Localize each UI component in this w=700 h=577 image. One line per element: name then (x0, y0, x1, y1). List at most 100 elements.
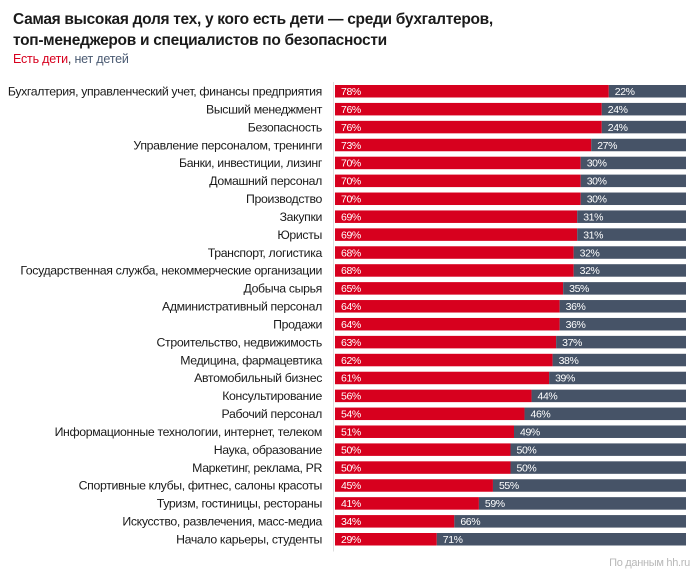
bar-with-children (335, 174, 581, 188)
bar-with-children (335, 210, 578, 223)
bar-without-children (601, 102, 686, 116)
value-label-without-children: 50% (517, 444, 537, 456)
bar-without-children (608, 85, 686, 98)
value-label-without-children: 38% (559, 355, 579, 367)
value-label-without-children: 27% (597, 140, 617, 152)
bar-with-children (335, 317, 560, 331)
bar-without-children (552, 353, 686, 367)
bar-with-children (335, 102, 602, 116)
value-label-with-children: 63% (341, 337, 361, 349)
category-label: Строительство, недвижимость (157, 335, 322, 349)
category-label: Производство (246, 192, 322, 206)
value-label-with-children: 64% (341, 301, 361, 313)
bar-with-children (335, 389, 532, 403)
bar-without-children (601, 120, 686, 134)
category-label: Безопасность (248, 120, 322, 134)
bar-without-children (531, 389, 686, 403)
chart-title: Самая высокая доля тех, у кого есть дети… (13, 9, 693, 51)
bar-without-children (577, 210, 686, 223)
value-label-without-children: 30% (587, 194, 607, 206)
value-label-without-children: 66% (460, 516, 480, 528)
value-label-with-children: 76% (341, 122, 361, 134)
bar-with-children (335, 246, 574, 259)
bar-with-children (335, 497, 479, 510)
value-label-with-children: 64% (341, 319, 361, 331)
category-label: Юристы (277, 228, 322, 242)
bar-with-children (335, 371, 550, 385)
legend-without-children: нет детей (74, 52, 129, 66)
value-label-with-children: 45% (341, 480, 361, 492)
bar-with-children (335, 120, 602, 134)
bar-without-children (577, 228, 686, 241)
bar-with-children (335, 156, 581, 170)
bar-without-children (563, 282, 686, 295)
value-label-without-children: 44% (538, 391, 558, 403)
value-label-with-children: 68% (341, 247, 361, 259)
bar-without-children (559, 300, 686, 313)
value-label-without-children: 32% (580, 247, 600, 259)
bar-without-children (514, 425, 686, 438)
bar-without-children (454, 515, 686, 528)
category-label: Наука, образование (214, 443, 323, 457)
bar-with-children (335, 335, 557, 349)
category-label: Начало карьеры, студенты (176, 533, 322, 547)
bar-without-children (510, 443, 686, 456)
bar-with-children (335, 192, 581, 206)
bar-with-children (335, 407, 525, 421)
bar-without-children (580, 156, 686, 170)
value-label-without-children: 31% (583, 211, 603, 223)
category-label: Туризм, гостиницы, рестораны (157, 497, 322, 511)
bar-without-children (580, 192, 686, 206)
value-label-with-children: 70% (341, 194, 361, 206)
bar-with-children (335, 300, 560, 313)
value-label-without-children: 39% (555, 373, 575, 385)
value-label-with-children: 69% (341, 211, 361, 223)
chart-title-line-1: Самая высокая доля тех, у кого есть дети… (13, 11, 493, 28)
bar-with-children (335, 353, 553, 367)
value-label-without-children: 71% (443, 534, 463, 546)
value-label-without-children: 46% (531, 409, 551, 421)
bar-without-children (556, 335, 686, 349)
category-label: Информационные технологии, интернет, тел… (55, 425, 322, 439)
value-label-without-children: 37% (562, 337, 582, 349)
value-label-with-children: 61% (341, 373, 361, 385)
value-label-without-children: 24% (608, 104, 628, 116)
category-label: Административный персонал (162, 300, 322, 314)
value-label-with-children: 41% (341, 498, 361, 510)
value-label-without-children: 49% (520, 426, 540, 438)
bar-with-children (335, 443, 511, 456)
value-label-with-children: 29% (341, 534, 361, 546)
bar-without-children (573, 246, 686, 259)
category-label: Домашний персонал (209, 174, 322, 188)
bar-with-children (335, 85, 609, 98)
category-label: Автомобильный бизнес (194, 371, 322, 385)
category-label: Спортивные клубы, фитнес, салоны красоты (79, 479, 322, 493)
value-label-with-children: 51% (341, 426, 361, 438)
value-label-without-children: 24% (608, 122, 628, 134)
bar-with-children (335, 533, 437, 546)
value-label-with-children: 73% (341, 140, 361, 152)
value-label-with-children: 76% (341, 104, 361, 116)
bar-with-children (335, 264, 574, 277)
value-label-without-children: 35% (569, 283, 589, 295)
value-label-with-children: 65% (341, 283, 361, 295)
category-label: Медицина, фармацевтика (180, 353, 322, 367)
category-label: Маркетинг, реклама, PR (192, 461, 322, 475)
value-label-without-children: 22% (615, 86, 635, 98)
value-label-with-children: 54% (341, 409, 361, 421)
bar-with-children (335, 515, 455, 528)
value-label-with-children: 70% (341, 158, 361, 170)
bar-without-children (559, 317, 686, 331)
bar-without-children (510, 461, 686, 474)
bar-with-children (335, 282, 564, 295)
category-label: Искусство, развлечения, масс-медиа (122, 515, 322, 529)
legend-with-children: Есть дети (13, 52, 68, 66)
value-label-with-children: 56% (341, 391, 361, 403)
bar-without-children (549, 371, 686, 385)
value-label-without-children: 32% (580, 265, 600, 277)
value-label-without-children: 36% (566, 301, 586, 313)
bar-with-children (335, 228, 578, 241)
value-label-with-children: 68% (341, 265, 361, 277)
value-label-with-children: 34% (341, 516, 361, 528)
value-label-with-children: 50% (341, 444, 361, 456)
